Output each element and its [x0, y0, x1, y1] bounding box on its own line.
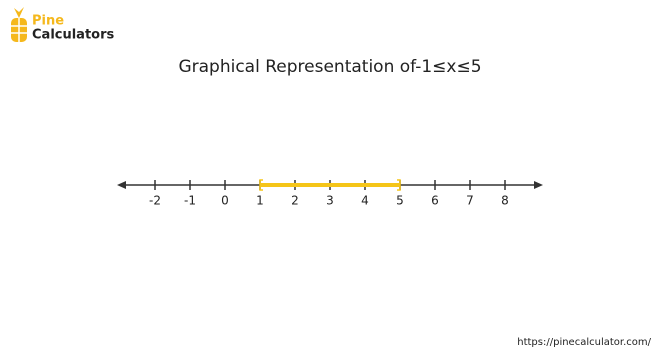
tick-label: 2	[291, 194, 299, 208]
axis-arrow	[534, 181, 543, 189]
interval-endpoint	[259, 179, 263, 191]
logo-text: Pine	[32, 14, 64, 29]
logo[interactable]: Pine Calculators	[11, 7, 115, 43]
interval-highlight	[260, 183, 400, 187]
logo-text: Calculators	[32, 28, 115, 43]
interval-endpoint	[397, 179, 401, 191]
footer-url[interactable]: https://pinecalculator.com/	[517, 337, 651, 348]
tick-label: 7	[466, 194, 474, 208]
tick-label: -2	[149, 194, 161, 208]
tick-label: 3	[326, 194, 334, 208]
logo-leaf	[14, 7, 24, 18]
title: Graphical Representation of-1≤x≤5	[178, 57, 481, 77]
tick-label: 8	[501, 194, 509, 208]
tick-label: 0	[221, 194, 229, 208]
tick-label: 5	[396, 194, 404, 208]
tick-label: -1	[184, 194, 196, 208]
tick-label: 1	[256, 194, 264, 208]
tick-label: 4	[361, 194, 369, 208]
axis-arrow	[117, 181, 126, 189]
tick-label: 6	[431, 194, 439, 208]
